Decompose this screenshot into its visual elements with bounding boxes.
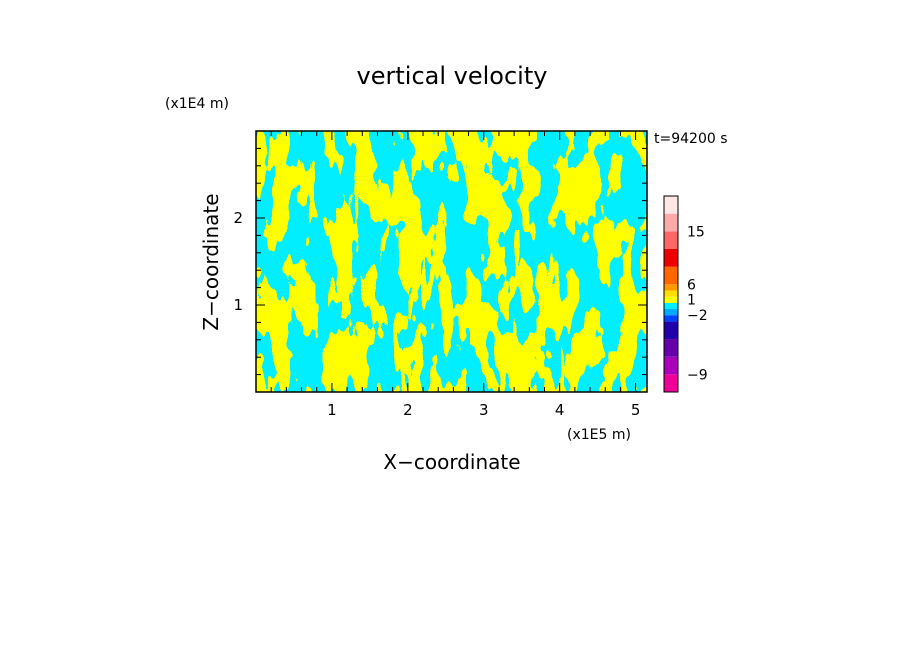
colorbar-level [664,296,678,303]
z-axis-label: Z−coordinate [199,193,223,330]
z-scale-label: (x1E4 m) [165,96,229,112]
colorbar-level [664,374,678,392]
colorbar-level [664,321,678,340]
chart-title: vertical velocity [357,62,548,90]
z-tick-label: 1 [233,296,243,314]
colorbar-level [664,231,678,249]
velocity-field [256,131,647,392]
x-tick-label: 2 [403,401,413,419]
x-axis-label: X−coordinate [383,450,520,474]
x-scale-label: (x1E5 m) [567,427,631,443]
colorbar-level [664,290,678,297]
z-axis: 12 [233,147,647,376]
colorbar-level [664,196,678,214]
colorbar-level [664,356,678,375]
colorbar-label: 6 [687,277,696,293]
colorbar-label: −9 [687,367,708,383]
plot-frame [255,130,648,393]
colorbar-level [664,266,678,285]
colorbar-level [664,315,678,322]
colorbar: 15 61−2 −9 [663,195,708,393]
time-label: t=94200 s [654,131,728,147]
colorbar-level [664,309,678,316]
positive-velocity-streaks [350,230,570,392]
x-tick-label: 4 [555,401,565,419]
x-tick-label: 3 [479,401,489,419]
colorbar-label: 15 [687,224,705,240]
colorbar-level [664,213,678,232]
x-axis: 1 2 3 4 5 [270,131,641,419]
x-tick-label: 5 [631,401,641,419]
colorbar-level [664,339,678,357]
x-tick-label: 1 [327,401,337,419]
colorbar-frame [663,195,679,393]
colorbar-level [664,284,678,291]
colorbar-label: 1 [687,293,696,309]
colorbar-label: −2 [687,308,708,324]
z-tick-label: 2 [233,209,243,227]
colorbar-level [664,302,678,310]
colorbar-level [664,248,678,267]
